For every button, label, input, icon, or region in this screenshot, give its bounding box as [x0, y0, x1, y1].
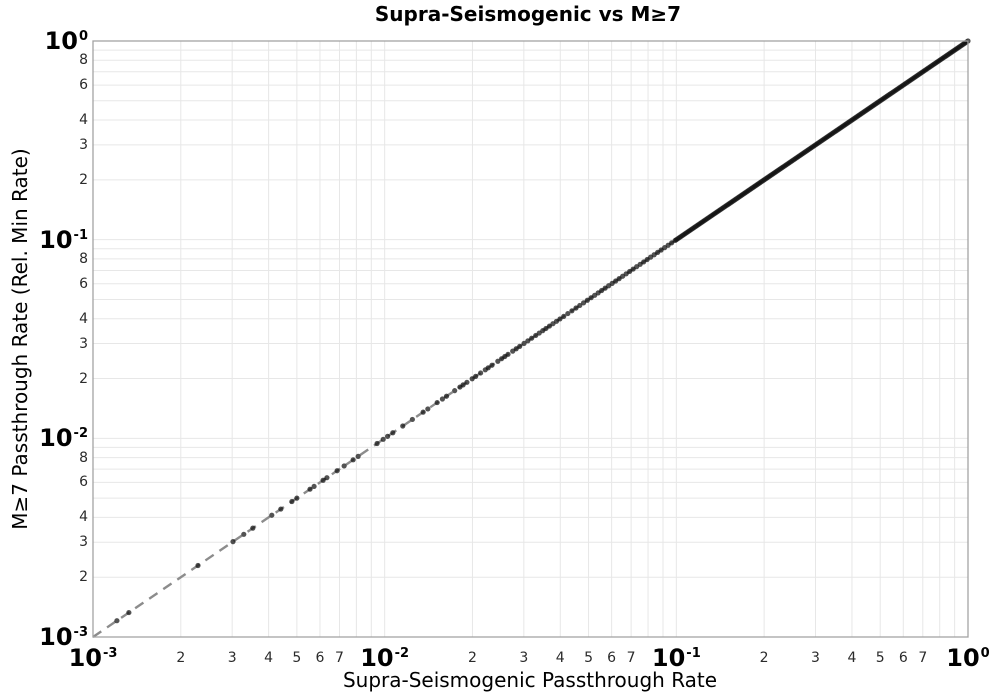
- y-minor-tick-label: 2: [79, 171, 88, 188]
- data-point: [409, 416, 415, 423]
- x-decade-tick-label: 10-1: [651, 644, 701, 672]
- data-point: [521, 340, 527, 346]
- data-point: [307, 486, 313, 492]
- x-minor-tick-label: 5: [875, 650, 885, 666]
- data-point: [384, 433, 391, 439]
- x-minor-tick-label: 5: [292, 650, 302, 666]
- x-decade-tick-label: 100: [946, 644, 990, 672]
- data-point: [380, 436, 386, 442]
- x-minor-tick-label: 2: [176, 650, 186, 666]
- data-point: [334, 468, 340, 474]
- y-minor-tick-label: 6: [79, 77, 88, 94]
- data-point: [250, 525, 256, 531]
- x-minor-tick-label: 3: [227, 650, 237, 666]
- y-minor-tick-label: 4: [79, 112, 88, 129]
- y-minor-tick-label: 3: [79, 335, 88, 352]
- x-minor-tick-label: 6: [315, 650, 325, 666]
- data-point: [114, 618, 120, 624]
- data-point: [485, 365, 491, 371]
- data-point: [355, 453, 361, 460]
- x-decade-tick-label: 10-2: [360, 644, 410, 672]
- data-point: [425, 406, 431, 412]
- data-point: [505, 351, 511, 357]
- x-minor-tick-label: 3: [811, 650, 820, 666]
- data-point: [460, 382, 466, 388]
- x-minor-tick-label: 7: [626, 650, 636, 666]
- x-minor-tick-label: 5: [584, 650, 593, 666]
- data-point: [341, 463, 347, 469]
- data-point: [569, 308, 575, 314]
- data-point: [577, 302, 583, 309]
- data-point: [561, 313, 567, 319]
- data-point: [529, 335, 535, 341]
- data-point: [390, 430, 396, 436]
- data-point: [324, 475, 330, 481]
- data-point: [350, 457, 356, 463]
- x-minor-tick-label: 7: [335, 650, 344, 666]
- x-minor-tick-label: 6: [607, 650, 617, 666]
- data-point: [289, 498, 295, 505]
- data-point: [473, 373, 479, 379]
- data-point: [557, 316, 563, 322]
- data-point: [443, 393, 450, 399]
- y-minor-tick-label: 8: [79, 52, 88, 69]
- x-axis-title: Supra-Seismogenic Passthrough Rate: [342, 668, 718, 692]
- data-point: [525, 338, 531, 344]
- data-point: [278, 506, 284, 512]
- data-point: [580, 300, 587, 306]
- data-point: [374, 440, 380, 447]
- data-point: [478, 370, 484, 376]
- y-minor-tick-label: 4: [79, 310, 88, 327]
- x-minor-tick-label: 3: [519, 650, 529, 666]
- data-point: [565, 310, 571, 317]
- y-decade-tick-label: 100: [44, 27, 88, 55]
- data-point: [294, 495, 300, 501]
- y-minor-tick-label: 3: [79, 136, 88, 153]
- y-minor-tick-label: 2: [79, 370, 88, 387]
- data-point: [584, 297, 590, 303]
- gridlines: [93, 41, 968, 637]
- data-point: [311, 483, 317, 490]
- data-point: [573, 305, 579, 311]
- y-decade-tick-label: 10-3: [39, 623, 88, 651]
- data-point: [434, 399, 440, 406]
- chart-title: Supra-Seismogenic vs M≥7: [374, 2, 682, 26]
- data-point: [495, 358, 501, 364]
- x-minor-tick-label: 2: [467, 650, 477, 666]
- plot-border: [92, 40, 969, 638]
- x-minor-tick-label: 7: [918, 650, 928, 666]
- data-point: [320, 477, 326, 483]
- y-minor-tick-label: 2: [79, 569, 88, 586]
- x-minor-tick-label: 6: [898, 650, 908, 666]
- y-minor-tick-label: 6: [79, 275, 88, 292]
- data-point: [517, 343, 523, 349]
- x-minor-tick-label: 4: [264, 650, 274, 666]
- data-point: [420, 409, 426, 415]
- data-point: [195, 562, 201, 569]
- data-point: [126, 609, 132, 616]
- y-minor-tick-label: 8: [79, 250, 88, 267]
- data-point: [230, 539, 236, 545]
- data-point: [452, 388, 458, 394]
- data-point: [464, 379, 470, 385]
- data-point: [400, 423, 406, 429]
- y-minor-tick-label: 4: [79, 509, 88, 526]
- x-minor-tick-label: 4: [555, 650, 565, 666]
- x-minor-tick-label: 2: [759, 650, 769, 666]
- y-minor-tick-label: 3: [79, 534, 88, 551]
- y-axis-title: M≥7 Passthrough Rate (Rel. Min Rate): [8, 148, 32, 530]
- y-minor-tick-label: 8: [79, 449, 88, 466]
- y-decade-tick-label: 10-1: [39, 225, 88, 254]
- scatter-points: [114, 38, 971, 624]
- y-decade-tick-label: 10-2: [39, 424, 88, 453]
- x-minor-tick-label: 4: [847, 650, 857, 666]
- x-decade-tick-label: 10-3: [68, 644, 118, 672]
- data-point: [489, 362, 495, 368]
- y-minor-tick-label: 6: [79, 474, 88, 491]
- data-point: [241, 531, 247, 537]
- data-point: [269, 512, 275, 518]
- data-point: [439, 396, 446, 402]
